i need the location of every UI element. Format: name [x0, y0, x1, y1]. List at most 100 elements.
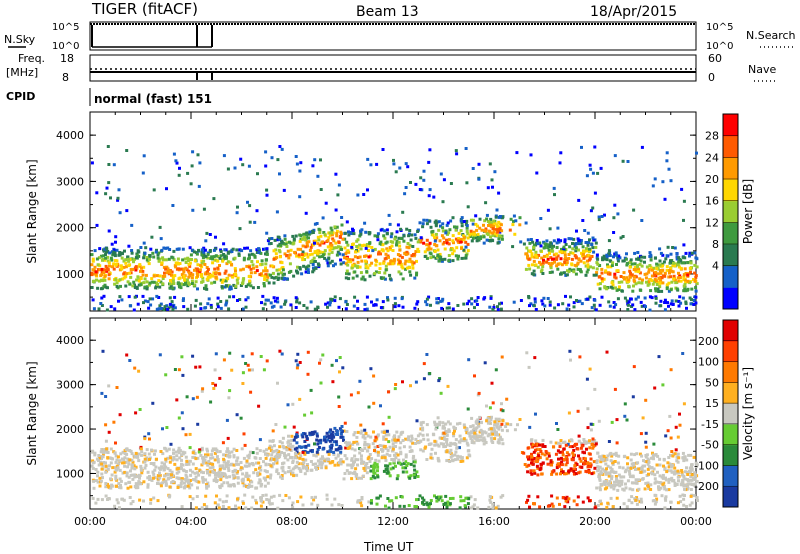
heatmap-cell: [578, 268, 582, 271]
heatmap-cell: [309, 245, 313, 249]
heatmap-cell: [414, 380, 418, 384]
heatmap-cell: [542, 240, 546, 244]
freq-label: Freq.: [18, 52, 45, 65]
heatmap-cell: [438, 239, 442, 243]
heatmap-cell: [474, 222, 478, 226]
heatmap-cell: [279, 475, 283, 479]
heatmap-cell: [344, 276, 348, 280]
heatmap-cell: [579, 259, 583, 263]
heatmap-cell: [157, 251, 161, 255]
heatmap-cell: [335, 225, 339, 229]
heatmap-cell: [397, 458, 401, 462]
heatmap-cell: [331, 231, 335, 235]
heatmap-cell: [591, 171, 595, 175]
heatmap-cell: [572, 237, 576, 241]
heatmap-cell: [114, 460, 118, 464]
heatmap-cell: [275, 468, 279, 472]
heatmap-cell: [188, 486, 192, 490]
heatmap-cell: [204, 453, 207, 457]
heatmap-cell: [394, 383, 398, 386]
heatmap-cell: [130, 464, 134, 468]
heatmap-cell: [133, 455, 137, 459]
heatmap-cell: [138, 408, 142, 411]
heatmap-cell: [636, 295, 640, 299]
heatmap-cell: [475, 303, 479, 306]
heatmap-cell: [488, 433, 492, 436]
heatmap-cell: [595, 459, 599, 463]
heatmap-cell: [401, 380, 404, 384]
heatmap-cell: [254, 461, 258, 465]
heatmap-cell: [265, 193, 269, 197]
heatmap-cell: [629, 297, 633, 301]
heatmap-cell: [206, 275, 210, 279]
heatmap-cell: [485, 238, 489, 242]
heatmap-cell: [648, 254, 652, 258]
heatmap-cell: [168, 494, 172, 498]
heatmap-cell: [456, 239, 460, 243]
heatmap-cell: [427, 505, 431, 509]
heatmap-cell: [149, 303, 153, 307]
heatmap-cell: [206, 253, 210, 256]
heatmap-cell: [644, 305, 647, 309]
heatmap-cell: [159, 450, 163, 453]
heatmap-cell: [376, 473, 379, 477]
heatmap-cell: [239, 468, 243, 472]
heatmap-cell: [318, 243, 322, 247]
heatmap-cell: [368, 274, 372, 278]
heatmap-cell: [441, 222, 445, 226]
heatmap-cell: [104, 268, 108, 272]
heatmap-cell: [134, 451, 138, 455]
heatmap-cell: [408, 229, 412, 232]
heatmap-cell: [685, 470, 689, 474]
heatmap-cell: [666, 245, 670, 249]
heatmap-cell: [91, 496, 95, 500]
heatmap-cell: [187, 275, 191, 279]
heatmap-cell: [575, 503, 579, 507]
heatmap-cell: [441, 242, 445, 246]
heatmap-cell: [495, 431, 498, 435]
heatmap-cell: [115, 386, 119, 389]
heatmap-cell: [456, 454, 460, 458]
heatmap-cell: [419, 176, 423, 180]
heatmap-cell: [587, 441, 591, 444]
heatmap-cell: [615, 496, 619, 500]
heatmap-cell: [127, 259, 131, 263]
heatmap-cell: [127, 244, 131, 248]
heatmap-cell: [626, 280, 630, 284]
heatmap-cell: [434, 232, 438, 236]
nsearch-tick-bottom: 10^0: [706, 41, 733, 52]
heatmap-cell: [473, 232, 476, 236]
heatmap-cell: [295, 465, 299, 469]
heatmap-cell: [361, 275, 365, 279]
heatmap-cell: [476, 438, 480, 442]
heatmap-cell: [133, 283, 136, 287]
heatmap-cell: [158, 285, 162, 289]
heatmap-cell: [119, 284, 122, 288]
heatmap-cell: [115, 248, 119, 252]
heatmap-cell: [390, 458, 394, 461]
heatmap-cell: [585, 462, 589, 465]
heatmap-cell: [118, 278, 122, 282]
heatmap-cell: [182, 267, 186, 271]
heatmap-cell: [204, 284, 208, 288]
heatmap-cell: [669, 302, 673, 306]
heatmap-cell: [241, 481, 245, 485]
heatmap-cell: [620, 289, 624, 293]
heatmap-cell: [445, 437, 449, 441]
heatmap-cell: [422, 362, 426, 366]
heatmap-cell: [686, 287, 690, 291]
heatmap-cell: [230, 263, 234, 267]
heatmap-cell: [393, 387, 397, 391]
heatmap-cell: [101, 455, 105, 459]
heatmap-cell: [257, 481, 261, 485]
heatmap-cell: [311, 270, 315, 274]
heatmap-cell: [584, 273, 588, 277]
heatmap-cell: [690, 463, 694, 467]
heatmap-cell: [206, 302, 210, 306]
heatmap-cell: [501, 494, 505, 498]
heatmap-cell: [472, 441, 476, 445]
heatmap-cell: [133, 485, 137, 488]
heatmap-cell: [104, 256, 108, 260]
heatmap-cell: [693, 278, 697, 282]
heatmap-cell: [565, 261, 569, 265]
